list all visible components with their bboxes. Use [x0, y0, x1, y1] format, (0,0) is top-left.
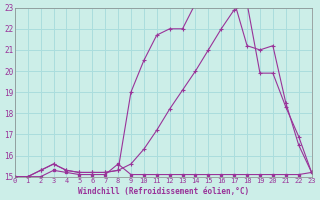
X-axis label: Windchill (Refroidissement éolien,°C): Windchill (Refroidissement éolien,°C): [78, 187, 249, 196]
